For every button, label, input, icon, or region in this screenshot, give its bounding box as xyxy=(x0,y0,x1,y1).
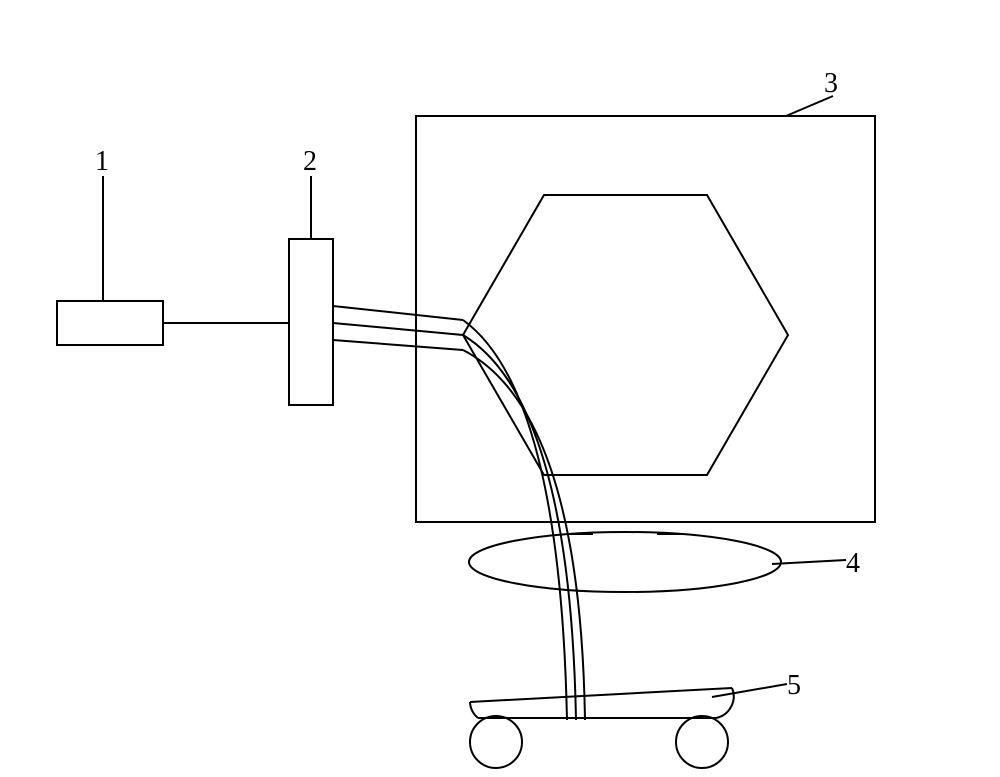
label-3: 3 xyxy=(824,68,838,100)
label-2: 2 xyxy=(303,146,317,178)
label-1: 1 xyxy=(95,146,109,178)
label-4: 4 xyxy=(846,548,860,580)
label-5: 5 xyxy=(787,670,801,702)
